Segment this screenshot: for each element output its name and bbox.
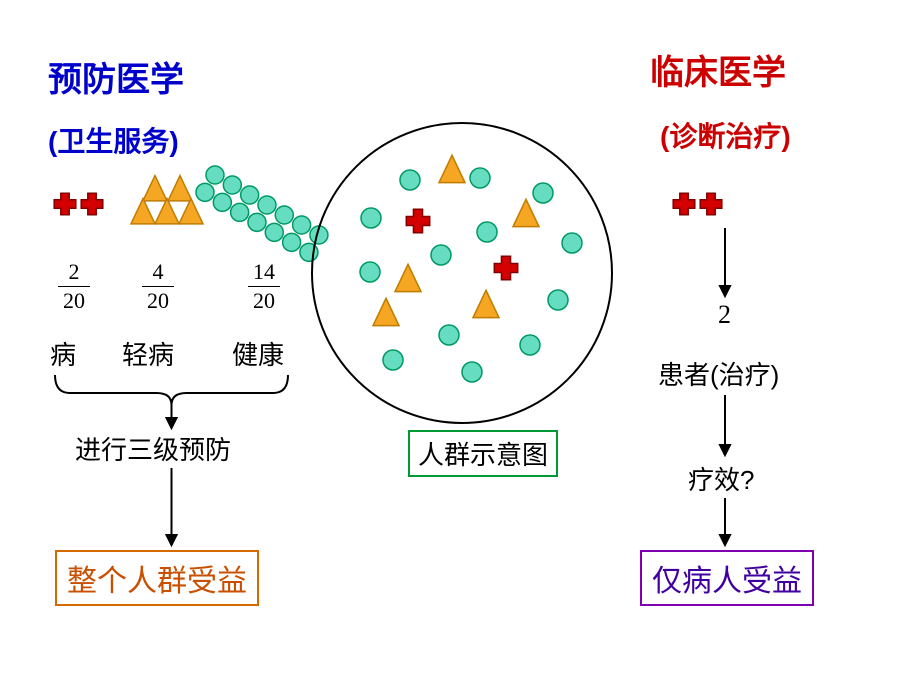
label-mild: 轻病: [122, 335, 174, 372]
left-result-box: 整个人群受益: [55, 550, 259, 606]
fraction-3: 1420: [248, 260, 280, 313]
prevention-text: 进行三级预防: [75, 430, 231, 467]
label-sick: 病: [50, 335, 76, 372]
right-count: 2: [718, 300, 731, 330]
label-healthy: 健康: [232, 335, 284, 372]
fraction-1: 220: [58, 260, 90, 313]
right-patient-text: 患者(治疗): [658, 355, 779, 392]
center-label-box: 人群示意图: [408, 430, 558, 477]
right-effect-text: 疗效?: [688, 460, 754, 497]
right-result-box: 仅病人受益: [640, 550, 814, 606]
fraction-2: 420: [142, 260, 174, 313]
